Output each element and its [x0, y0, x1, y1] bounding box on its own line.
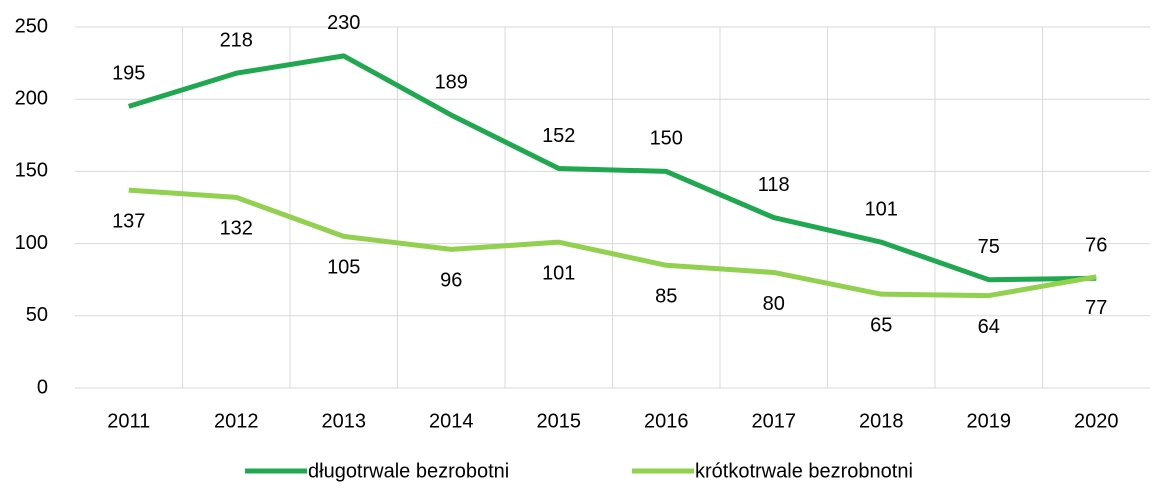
x-tick-label: 2017: [752, 410, 797, 432]
data-label: 132: [220, 218, 253, 240]
x-tick-label: 2019: [967, 410, 1012, 432]
legend-label: długotrwale bezrobotni: [308, 460, 509, 482]
data-label: 101: [542, 262, 575, 284]
x-tick-label: 2012: [214, 410, 259, 432]
data-label: 137: [112, 210, 145, 232]
legend-label: krótkotrwale bezrobnotni: [695, 460, 913, 482]
data-label: 76: [1085, 235, 1107, 257]
data-label: 101: [865, 198, 898, 220]
series-line: [128, 187, 1097, 299]
data-label: 189: [435, 71, 468, 93]
data-label: 195: [112, 63, 145, 85]
data-label: 152: [542, 125, 575, 147]
y-tick-label: 100: [15, 232, 48, 254]
data-label: 65: [870, 314, 892, 336]
data-label: 75: [978, 236, 1000, 258]
data-label: 96: [440, 270, 462, 292]
x-tick-label: 2014: [429, 410, 474, 432]
y-tick-label: 150: [15, 160, 48, 182]
x-tick-label: 2013: [322, 410, 367, 432]
y-tick-label: 200: [15, 87, 48, 109]
series-line: [128, 53, 1097, 283]
data-label: 105: [327, 257, 360, 279]
y-tick-label: 50: [26, 304, 48, 326]
x-tick-label: 2020: [1074, 410, 1119, 432]
data-label: 218: [220, 29, 253, 51]
y-tick-label: 0: [37, 376, 48, 398]
x-tick-label: 2016: [644, 410, 689, 432]
data-label: 64: [978, 316, 1000, 338]
x-tick-label: 2015: [537, 410, 582, 432]
data-label: 77: [1085, 297, 1107, 319]
data-label: 118: [758, 174, 790, 196]
data-label: 230: [327, 12, 360, 34]
data-label: 150: [650, 128, 683, 150]
x-tick-label: 2018: [859, 410, 904, 432]
data-label: 80: [763, 293, 785, 315]
data-label: 85: [655, 286, 677, 308]
x-tick-label: 2011: [107, 410, 150, 432]
y-tick-label: 250: [15, 15, 48, 37]
